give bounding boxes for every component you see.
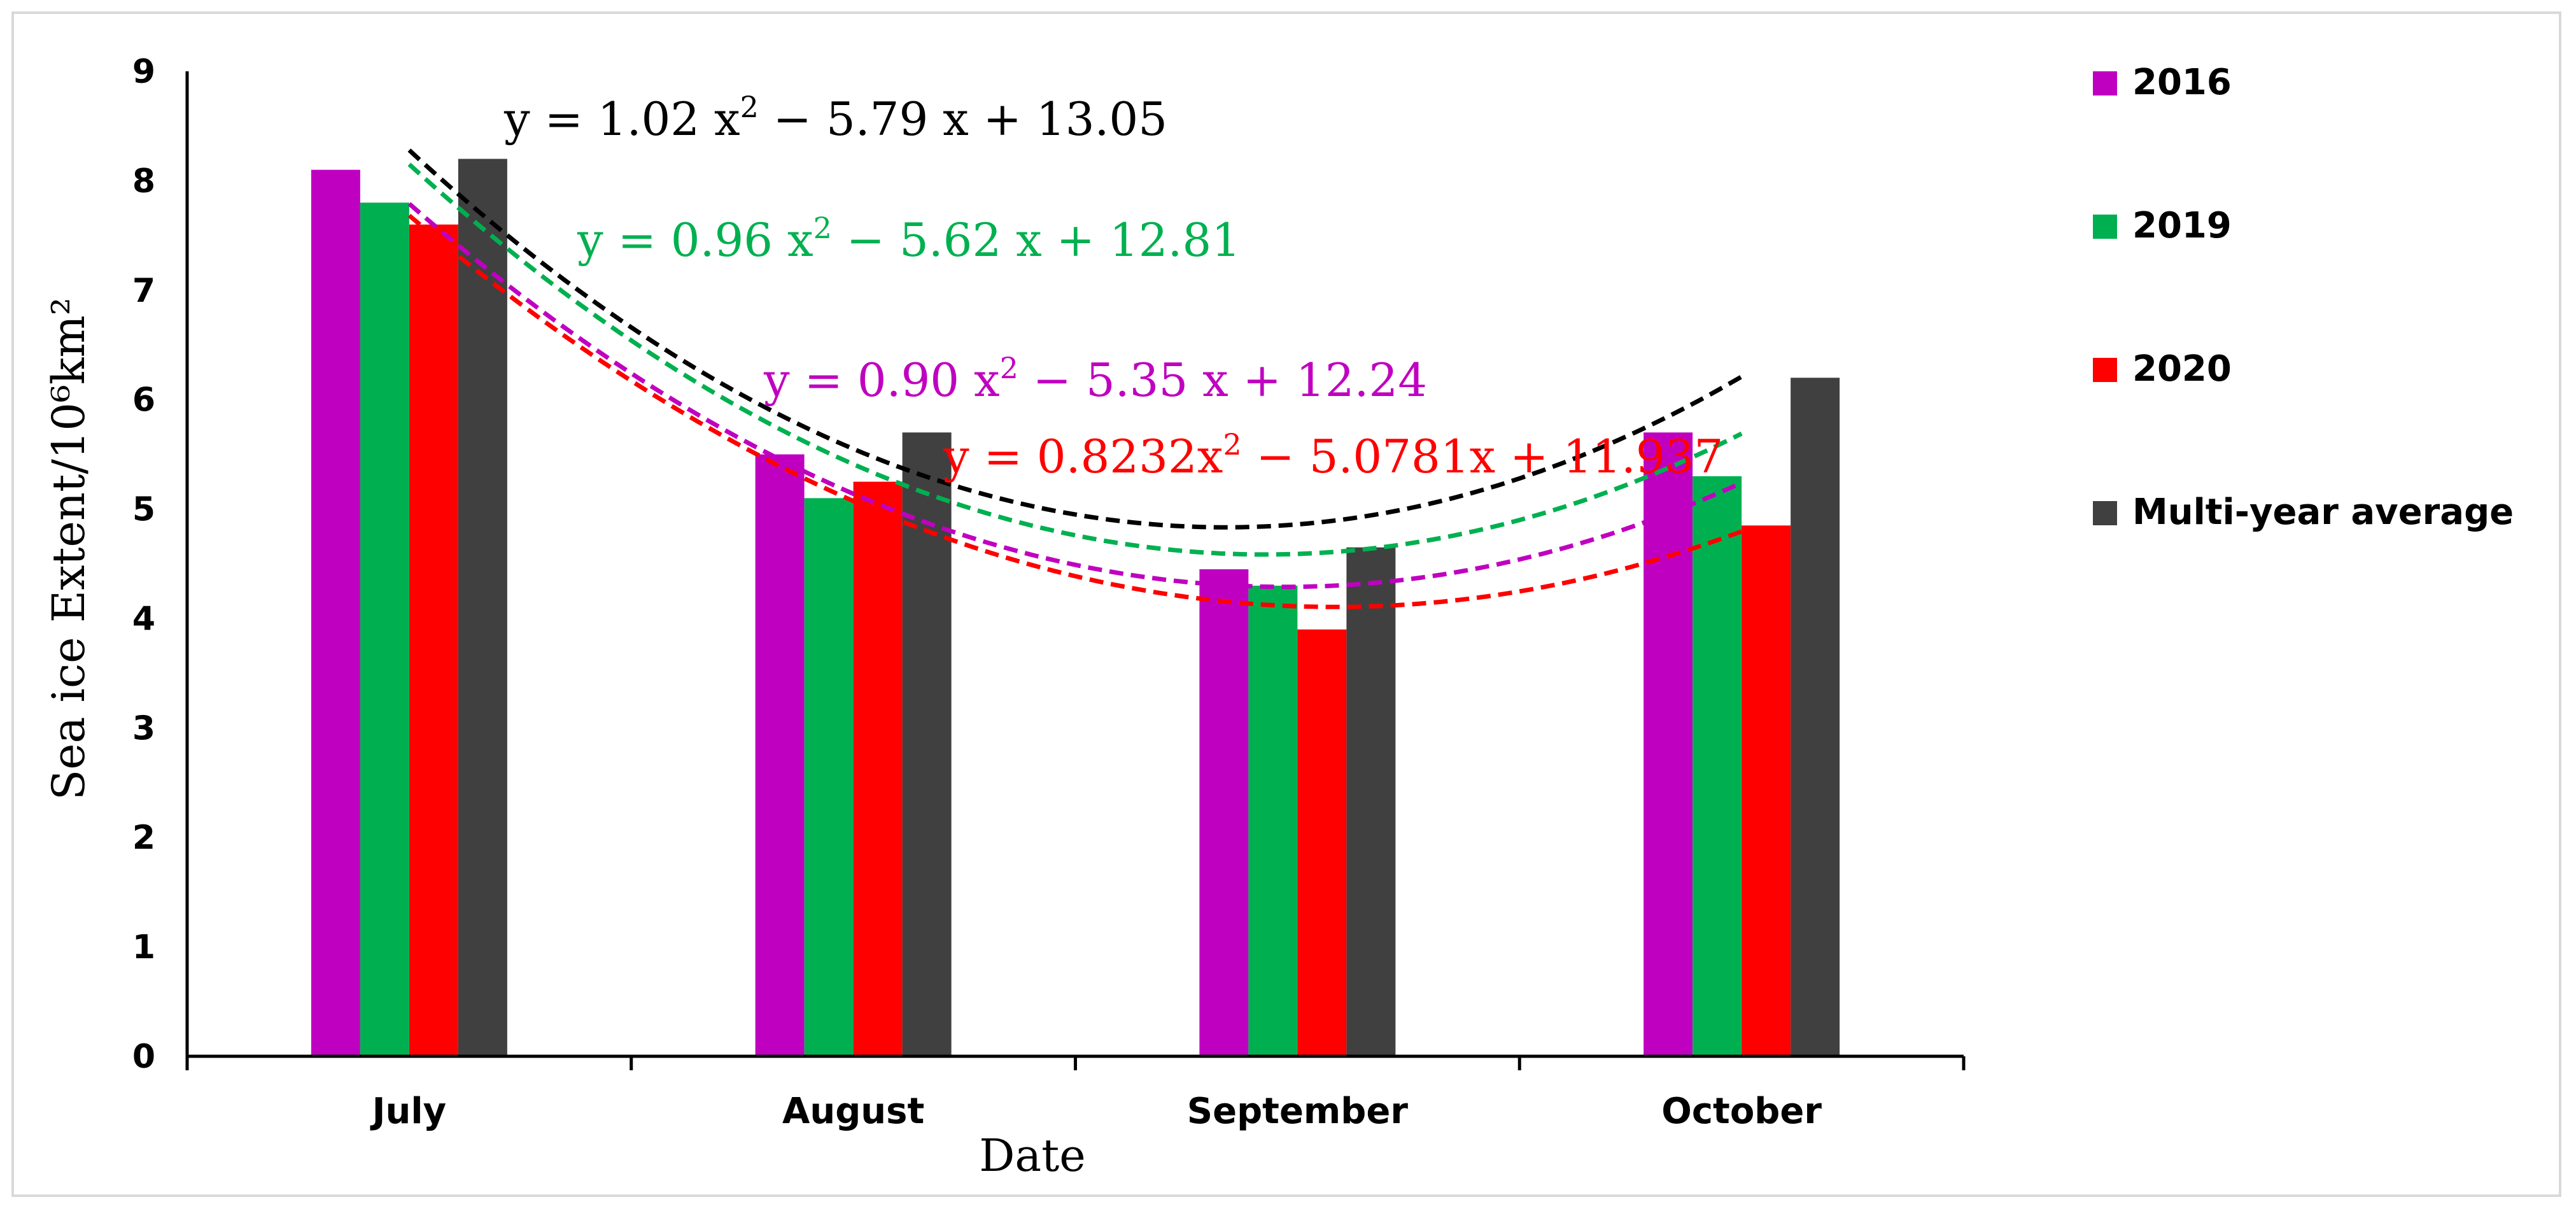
bar-2019-september bbox=[1248, 585, 1298, 1056]
legend-label-2020: 2020 bbox=[2132, 348, 2232, 390]
y-tick-label-8: 8 bbox=[132, 162, 155, 201]
legend-swatch-multi-year-average bbox=[2093, 501, 2117, 525]
y-tick-labels: 0 1 2 3 4 5 6 7 8 9 bbox=[132, 53, 155, 1076]
bar-2019-july bbox=[360, 202, 409, 1057]
bar-2016-october bbox=[1643, 432, 1693, 1056]
bars-layer bbox=[311, 159, 1840, 1057]
x-category-july: July bbox=[370, 1091, 446, 1132]
x-axis-title: Date bbox=[979, 1130, 1085, 1182]
equation-2016: y = 0.90 x2 − 5.35 x + 12.24 bbox=[763, 351, 1427, 407]
bar-multi-year-average-september bbox=[1346, 547, 1396, 1056]
bar-multi-year-average-august bbox=[902, 432, 952, 1056]
bar-2016-august bbox=[755, 454, 805, 1056]
y-tick-label-2: 2 bbox=[132, 819, 155, 857]
legend-label-2019: 2019 bbox=[2132, 205, 2232, 246]
bar-2016-september bbox=[1199, 569, 1249, 1056]
trendline-equations: y = 1.02 x2 − 5.79 x + 13.05 y = 0.96 x2 … bbox=[503, 90, 1723, 483]
y-tick-label-0: 0 bbox=[132, 1038, 155, 1076]
equation-2019: y = 0.96 x2 − 5.62 x + 12.81 bbox=[577, 211, 1241, 267]
y-tick-label-7: 7 bbox=[132, 272, 155, 310]
bar-multi-year-average-october bbox=[1791, 378, 1840, 1057]
x-category-september: September bbox=[1187, 1091, 1409, 1132]
y-tick-label-6: 6 bbox=[132, 381, 155, 420]
y-tick-label-3: 3 bbox=[132, 709, 155, 747]
bar-multi-year-average-july bbox=[458, 159, 507, 1056]
x-category-october: October bbox=[1661, 1091, 1822, 1132]
bar-2016-july bbox=[311, 169, 360, 1057]
trendline-2020 bbox=[407, 213, 1743, 609]
y-tick-label-1: 1 bbox=[132, 928, 155, 967]
trendline-2016 bbox=[407, 202, 1743, 590]
legend: 2016 2019 2020 Multi-year average bbox=[2093, 62, 2514, 533]
legend-swatch-2020 bbox=[2093, 358, 2117, 382]
y-axis-title: Sea ice Extent/10⁶km² bbox=[43, 297, 95, 800]
bar-2020-october bbox=[1742, 525, 1791, 1056]
bar-2019-august bbox=[804, 498, 854, 1056]
bar-2020-august bbox=[853, 481, 903, 1056]
trendline-multi-year-average bbox=[407, 148, 1743, 530]
bar-chart: 0 1 2 3 4 5 6 7 8 9 July August September October y … bbox=[43, 53, 2514, 1182]
bar-2020-september bbox=[1297, 629, 1347, 1056]
equation-2020: y = 0.8232x2 − 5.0781x + 11.937 bbox=[943, 427, 1723, 483]
x-category-labels: July August September October bbox=[185, 1056, 1966, 1132]
legend-swatch-2019 bbox=[2093, 215, 2117, 239]
x-category-august: August bbox=[782, 1091, 924, 1132]
equation-multi-year-average: y = 1.02 x2 − 5.79 x + 13.05 bbox=[503, 90, 1167, 146]
y-tick-label-5: 5 bbox=[132, 491, 155, 529]
y-tick-label-4: 4 bbox=[132, 600, 155, 638]
trendline-2019 bbox=[407, 162, 1743, 557]
legend-label-2016: 2016 bbox=[2132, 62, 2232, 103]
bar-2019-october bbox=[1693, 476, 1742, 1056]
legend-swatch-2016 bbox=[2093, 71, 2117, 96]
bar-2020-july bbox=[409, 224, 458, 1057]
y-tick-label-9: 9 bbox=[132, 53, 155, 91]
legend-label-multi-year-average: Multi-year average bbox=[2132, 492, 2514, 533]
trendlines-layer bbox=[407, 148, 1743, 609]
chart-frame: 0 1 2 3 4 5 6 7 8 9 July August September October y … bbox=[11, 11, 2561, 1197]
